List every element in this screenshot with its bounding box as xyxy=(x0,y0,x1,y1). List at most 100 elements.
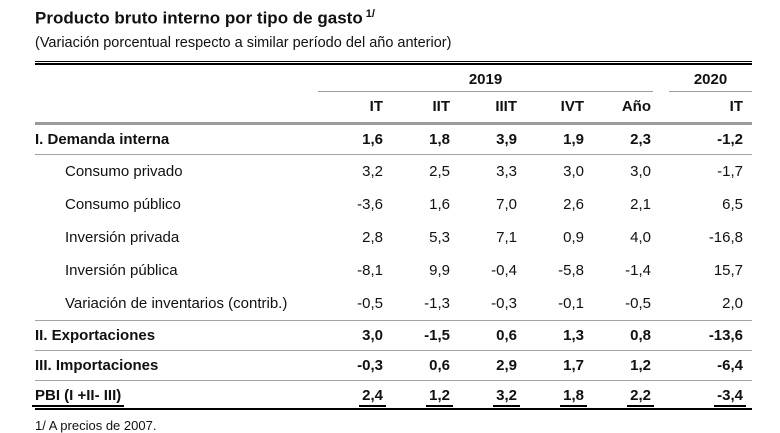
table-row: Variación de inventarios (contrib.) -0,5… xyxy=(35,286,753,321)
table-row: Consumo público -3,6 1,6 7,0 2,6 2,1 6,5 xyxy=(35,188,752,221)
value-cell-2020-q1: -3,4 xyxy=(669,380,752,409)
value-cell-q2: 2,5 xyxy=(429,162,450,180)
value-cell-q1: 1,6 xyxy=(318,123,385,155)
gap-cell xyxy=(653,286,670,321)
col-header-q3: IIIT xyxy=(452,91,519,125)
gap-cell xyxy=(653,188,669,221)
table-row: II. Exportaciones 3,0 -1,5 0,6 1,3 0,8 -… xyxy=(35,320,753,351)
year-group-2020: 2020 xyxy=(669,65,753,92)
row-label: II. Exportaciones xyxy=(35,326,156,344)
year-header-gap xyxy=(653,65,669,92)
value-cell-q2: 0,6 xyxy=(385,350,452,381)
table-row: I. Demanda interna 1,6 1,8 3,9 1,9 2,3 -… xyxy=(35,123,753,155)
value-cell-q2: -1,3 xyxy=(385,286,452,321)
value-cell-q1: 3,2 xyxy=(362,162,383,180)
gdp-table: 2019 2020 IT IIT IIIT IVT Año IT I. Dema… xyxy=(32,65,753,410)
value-cell-year: 0,8 xyxy=(586,320,654,351)
value-cell-year: 3,0 xyxy=(630,162,652,180)
col-header-year: Año xyxy=(586,91,654,125)
value-cell-q2: 1,6 xyxy=(429,195,450,213)
value-cell-q2: -1,5 xyxy=(385,320,452,351)
gap-cell xyxy=(653,254,669,287)
row-label: Consumo privado xyxy=(65,162,183,180)
table-row: Inversión privada 2,8 5,3 7,1 0,9 4,0 -1… xyxy=(35,221,752,254)
value-cell-q2: 9,9 xyxy=(429,261,450,279)
value-cell-q4: 3,0 xyxy=(563,162,584,180)
report-page: Producto bruto interno por tipo de gasto… xyxy=(32,8,760,433)
table-row: Inversión pública -8,1 9,9 -0,4 -5,8 -1,… xyxy=(35,254,752,287)
table-row: PBI (I +II- III) 2,4 1,2 3,2 1,8 2,2 -3,… xyxy=(32,380,752,409)
value-cell-q3: -0,3 xyxy=(452,286,519,321)
row-label: Inversión privada xyxy=(65,228,180,246)
value-cell-2020-q1: 15,7 xyxy=(713,261,744,279)
value-cell-q4: 1,8 xyxy=(519,380,587,409)
value-cell-2020-q1: -13,6 xyxy=(669,320,753,351)
value-cell-q4: 1,9 xyxy=(519,123,586,155)
value-cell-q4: 1,7 xyxy=(519,350,586,381)
value-cell-q3: 7,1 xyxy=(496,228,517,246)
row-label: I. Demanda interna xyxy=(35,130,170,148)
year-header-row: 2019 2020 xyxy=(35,65,753,92)
value-cell-q1: -8,1 xyxy=(357,261,383,279)
quarter-header-gap xyxy=(653,91,670,125)
table-row: Consumo privado 3,2 2,5 3,3 3,0 3,0 -1,7 xyxy=(35,154,752,188)
quarter-header-spacer xyxy=(35,91,318,125)
value-cell-q3: 3,9 xyxy=(452,123,519,155)
title-footnote-marker: 1/ xyxy=(365,8,375,20)
value-cell-q3: 7,0 xyxy=(496,195,517,213)
table-row: III. Importaciones -0,3 0,6 2,9 1,7 1,2 … xyxy=(35,350,753,381)
value-cell-q3: 0,6 xyxy=(452,320,519,351)
value-cell-q3: 2,9 xyxy=(452,350,519,381)
row-label: PBI (I +II- III) xyxy=(32,386,125,407)
value-cell-2020-q1: -1,7 xyxy=(717,162,744,180)
value-cell-q1: -3,6 xyxy=(357,195,383,213)
year-group-2019: 2019 xyxy=(318,65,654,92)
quarter-header-row: IT IIT IIIT IVT Año IT xyxy=(35,91,753,125)
page-subtitle: (Variación porcentual respecto a similar… xyxy=(35,34,452,51)
value-cell-q3: 3,2 xyxy=(452,380,520,409)
value-cell-2020-q1: -1,2 xyxy=(669,123,753,155)
value-cell-2020-q1: -6,4 xyxy=(669,350,753,381)
year-2019-label: 2019 xyxy=(318,71,654,92)
value-cell-q4: 1,3 xyxy=(519,320,586,351)
row-label: Inversión pública xyxy=(65,261,178,279)
col-header-q2: IIT xyxy=(385,91,452,125)
row-label: Consumo público xyxy=(65,195,181,213)
value-cell-q3: 3,3 xyxy=(496,162,517,180)
value-cell-2020-q1: 6,5 xyxy=(722,195,744,213)
value-cell-q4: 2,6 xyxy=(563,195,584,213)
gap-cell xyxy=(653,154,669,188)
gap-cell xyxy=(653,380,669,409)
value-cell-year: 2,3 xyxy=(586,123,654,155)
value-cell-q4: -0,1 xyxy=(519,286,586,321)
table-top-border xyxy=(35,60,752,65)
value-cell-q1: 2,4 xyxy=(318,380,386,409)
value-cell-q3: -0,4 xyxy=(491,261,517,279)
year-2020-label: 2020 xyxy=(669,71,753,92)
value-cell-year: 1,2 xyxy=(586,350,654,381)
row-label: Variación de inventarios (contrib.) xyxy=(65,294,288,312)
value-cell-q1: -0,5 xyxy=(318,286,385,321)
col-header-2020-q1: IT xyxy=(669,91,753,125)
col-header-q1: IT xyxy=(318,91,385,125)
value-cell-q1: 3,0 xyxy=(318,320,385,351)
value-cell-2020-q1: 2,0 xyxy=(669,286,753,321)
page-title: Producto bruto interno por tipo de gasto… xyxy=(35,8,760,29)
gap-cell xyxy=(653,123,670,155)
value-cell-2020-q1: -16,8 xyxy=(708,228,744,246)
value-cell-q4: -5,8 xyxy=(558,261,584,279)
value-cell-year: -1,4 xyxy=(625,261,652,279)
year-header-spacer xyxy=(35,65,318,92)
value-cell-year: -0,5 xyxy=(586,286,654,321)
col-header-q4: IVT xyxy=(519,91,586,125)
value-cell-year: 2,2 xyxy=(586,380,655,409)
value-cell-q2: 1,2 xyxy=(385,380,453,409)
value-cell-year: 2,1 xyxy=(630,195,652,213)
value-cell-q1: -0,3 xyxy=(318,350,385,381)
page-title-text: Producto bruto interno por tipo de gasto xyxy=(35,8,363,28)
value-cell-q1: 2,8 xyxy=(362,228,383,246)
row-label: III. Importaciones xyxy=(35,356,159,374)
gap-cell xyxy=(653,320,670,351)
gap-cell xyxy=(653,350,670,381)
gap-cell xyxy=(653,221,669,254)
